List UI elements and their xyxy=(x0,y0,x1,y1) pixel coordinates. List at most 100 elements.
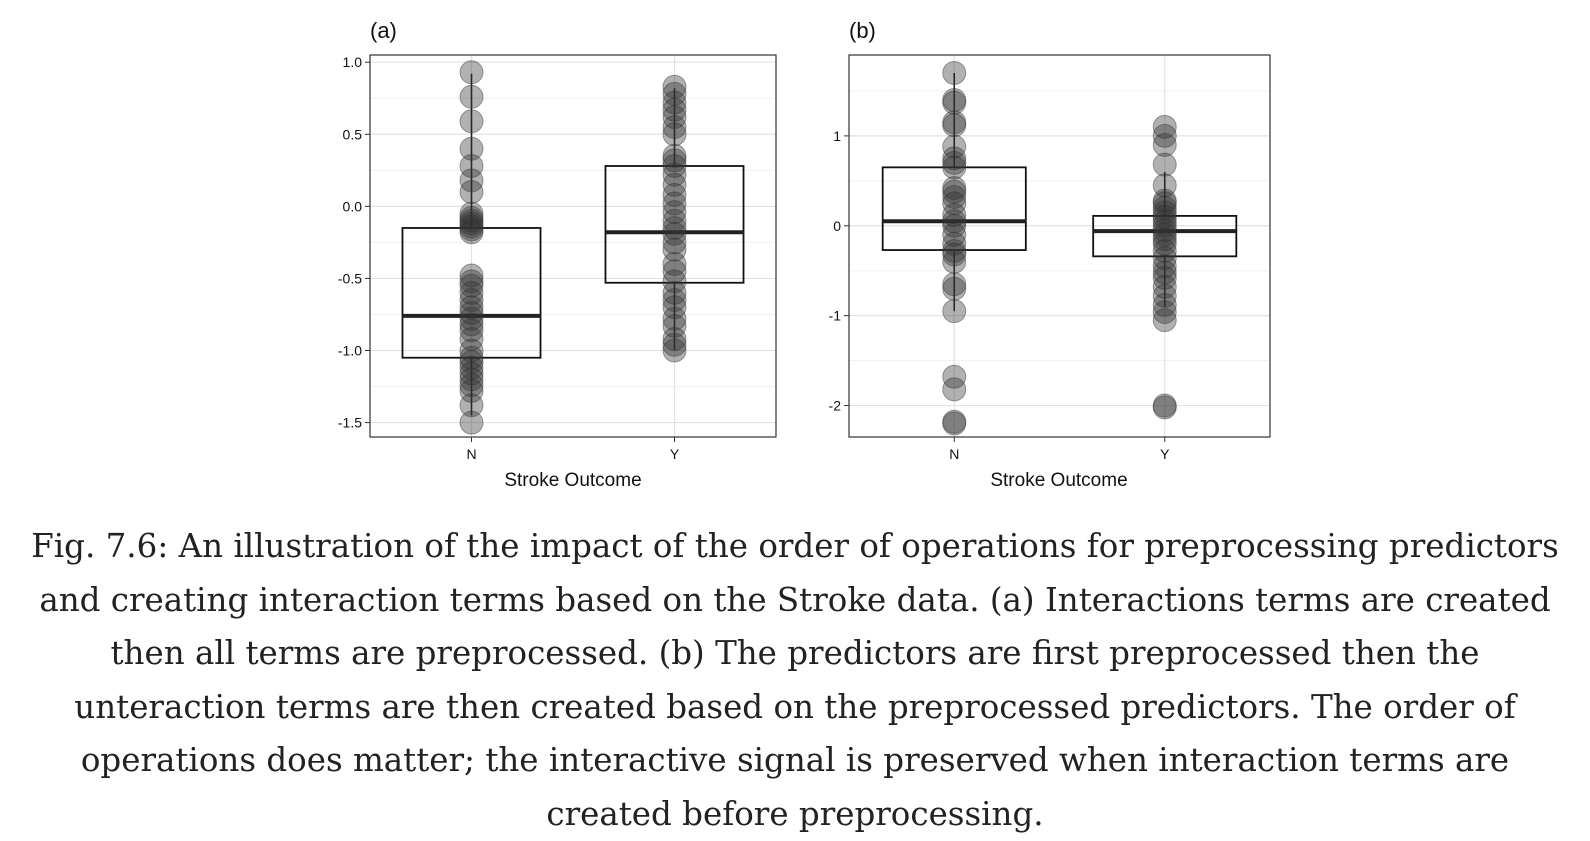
data-point xyxy=(459,378,484,403)
data-point xyxy=(1152,188,1177,213)
data-point xyxy=(1152,132,1177,157)
data-point xyxy=(459,301,484,326)
data-point xyxy=(942,213,967,238)
data-point xyxy=(459,211,484,236)
data-point xyxy=(942,276,967,301)
data-point xyxy=(942,411,967,436)
data-point xyxy=(459,367,484,392)
data-point xyxy=(459,269,484,294)
data-point xyxy=(1152,308,1177,333)
data-point xyxy=(942,231,967,256)
data-point xyxy=(662,269,687,294)
data-point xyxy=(459,220,484,245)
data-point xyxy=(459,318,484,343)
data-point xyxy=(662,90,687,115)
x-axis-title: Stroke Outcome xyxy=(990,470,1127,491)
data-point xyxy=(459,179,484,204)
data-point xyxy=(1152,123,1177,148)
panel-a-boxplot: 1.0 0.5 0.0 -0.5 -1.0 -1.5 N Y (a) Stroke Outcome xyxy=(338,18,777,491)
data-point xyxy=(459,312,484,337)
data-point xyxy=(459,355,484,380)
data-point xyxy=(662,230,687,255)
data-point xyxy=(662,252,687,277)
data-point xyxy=(662,81,687,106)
data-point xyxy=(662,191,687,216)
data-point xyxy=(942,113,967,138)
data-point xyxy=(1152,238,1177,263)
data-point xyxy=(459,306,484,331)
data-point xyxy=(942,222,967,247)
y-tick-label: -1.0 xyxy=(338,343,362,359)
data-point xyxy=(662,338,687,363)
data-point xyxy=(662,221,687,246)
data-point xyxy=(942,202,967,227)
data-point xyxy=(1152,222,1177,247)
data-point xyxy=(459,410,484,435)
data-point xyxy=(1152,200,1177,225)
data-point xyxy=(662,208,687,233)
y-tick-label: -2 xyxy=(829,398,842,414)
data-point xyxy=(662,97,687,122)
data-point xyxy=(942,299,967,324)
data-point xyxy=(1152,260,1177,285)
data-point xyxy=(942,238,967,263)
data-point xyxy=(662,306,687,331)
y-tick-label: -1.5 xyxy=(338,415,362,431)
data-point xyxy=(662,153,687,178)
y-tick-label: 1.0 xyxy=(343,54,363,70)
data-point xyxy=(459,168,484,193)
data-point xyxy=(662,237,687,262)
data-point xyxy=(1152,209,1177,234)
data-point xyxy=(459,60,484,85)
data-point xyxy=(942,191,967,216)
data-point xyxy=(662,104,687,129)
figure: 1.0 0.5 0.0 -0.5 -1.0 -1.5 N Y (a) Stroke Outcome… xyxy=(338,18,1271,491)
y-tick-label: 1 xyxy=(833,128,841,144)
x-tick-label: Y xyxy=(670,446,680,462)
data-point xyxy=(942,409,967,434)
data-point xyxy=(942,146,967,171)
data-point xyxy=(662,280,687,305)
data-point xyxy=(1152,300,1177,325)
plot-background xyxy=(849,55,1270,437)
figure-caption: Fig. 7.6: An illustration of the impact … xyxy=(31,527,1559,833)
data-point xyxy=(942,134,967,159)
data-point xyxy=(942,249,967,274)
data-point xyxy=(459,295,484,320)
data-point xyxy=(942,179,967,204)
data-point xyxy=(1152,218,1177,243)
data-point xyxy=(459,217,484,242)
data-point xyxy=(1152,195,1177,220)
data-point xyxy=(459,273,484,298)
data-point xyxy=(662,295,687,320)
data-point xyxy=(1152,231,1177,256)
data-point xyxy=(1152,292,1177,317)
data-point xyxy=(662,215,687,240)
data-point xyxy=(459,201,484,226)
data-point xyxy=(662,332,687,357)
data-point xyxy=(459,205,484,230)
data-point xyxy=(1152,114,1177,139)
data-point xyxy=(1152,395,1177,420)
data-point xyxy=(942,155,967,180)
data-point xyxy=(459,109,484,134)
x-tick-label: N xyxy=(949,446,959,462)
data-point xyxy=(1152,191,1177,216)
data-point xyxy=(942,364,967,389)
data-point xyxy=(459,208,484,233)
x-axis-title: Stroke Outcome xyxy=(504,470,641,491)
y-tick-label: 0 xyxy=(833,218,841,234)
data-point xyxy=(662,115,687,140)
data-point xyxy=(942,377,967,402)
data-point xyxy=(942,90,967,115)
panel-b-boxplot: 1 0 -1 -2 N Y (b) Stroke Outcome xyxy=(829,18,1271,491)
data-point xyxy=(459,345,484,370)
panel-label: (b) xyxy=(849,18,876,43)
box-iqr xyxy=(1092,214,1238,258)
data-point xyxy=(1152,283,1177,308)
plot-background xyxy=(370,55,776,437)
data-point xyxy=(662,326,687,351)
data-point xyxy=(459,263,484,288)
data-point xyxy=(1152,274,1177,299)
plot-border xyxy=(848,54,1271,438)
